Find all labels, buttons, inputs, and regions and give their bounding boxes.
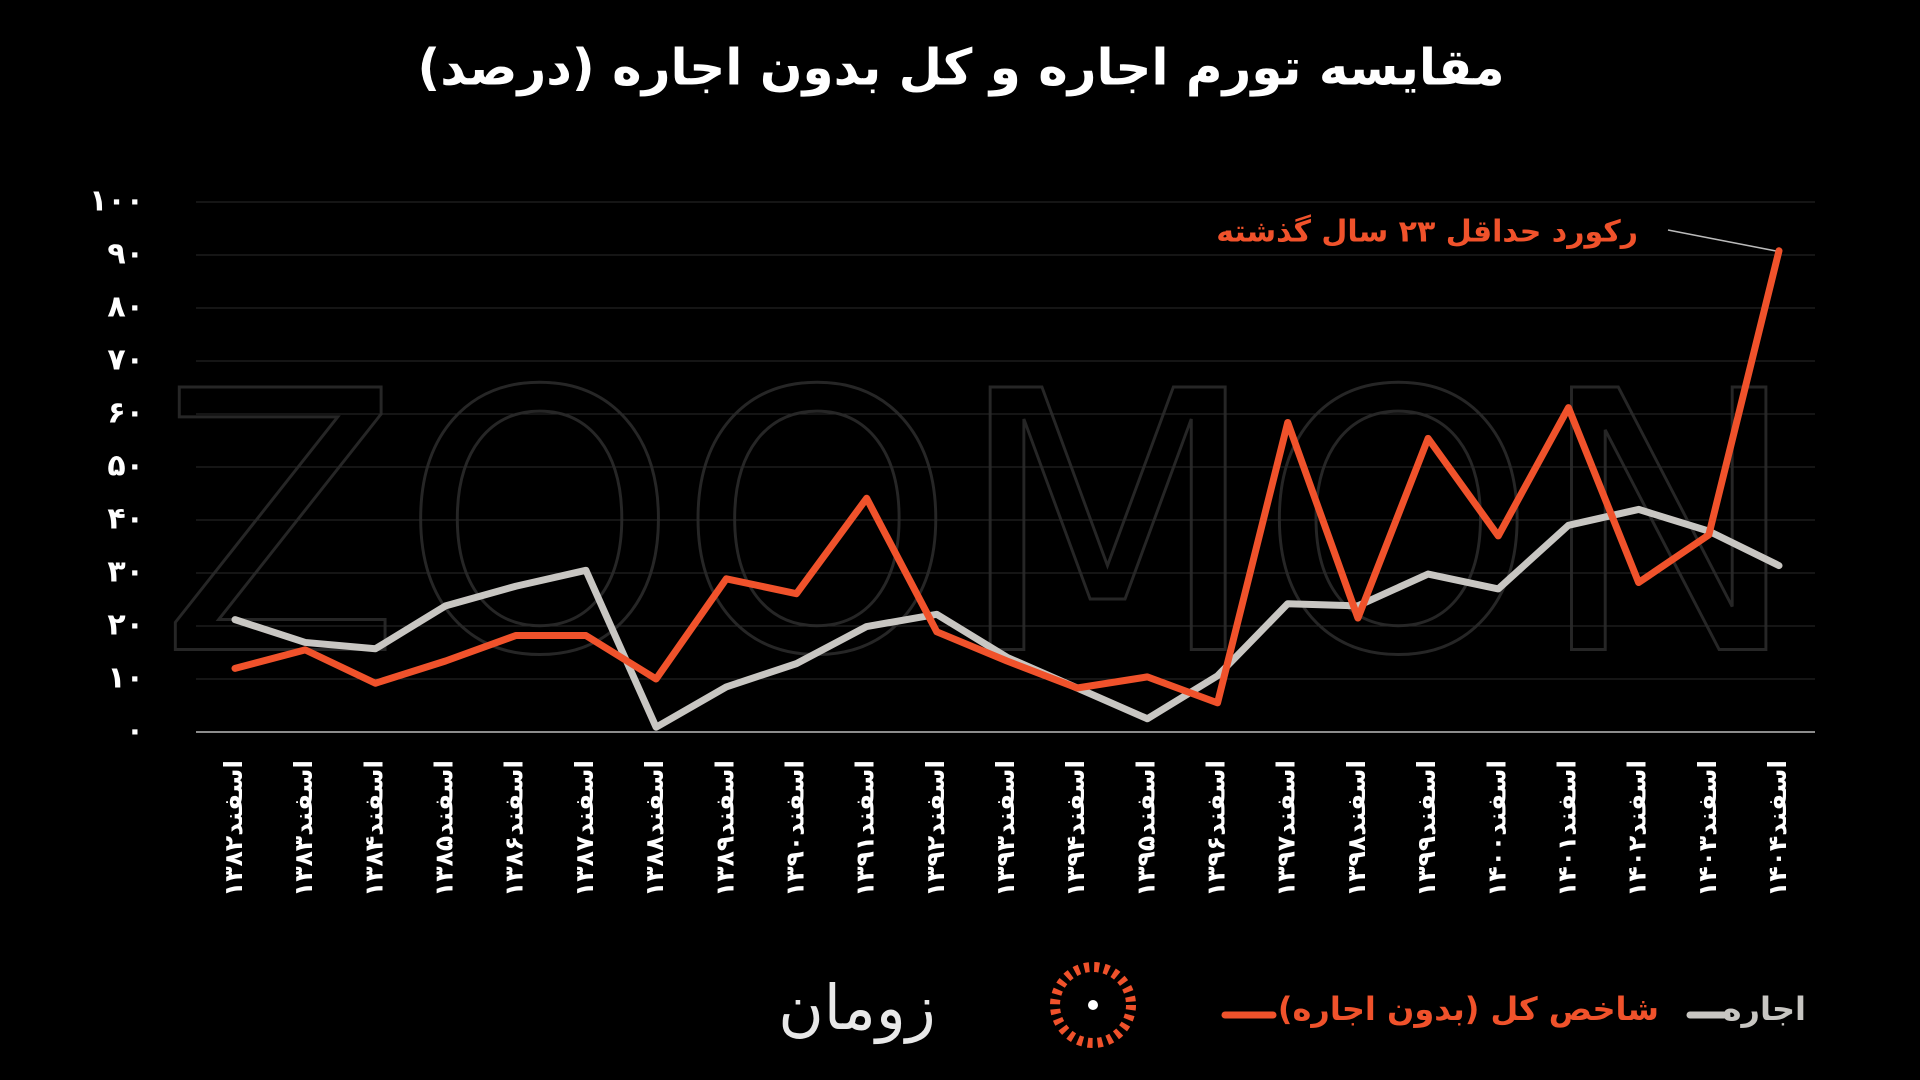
x-tick-label: اسفند۱۳۹۱ [851,760,880,897]
y-tick-label: ۷۰ [107,343,144,378]
x-tick-label: اسفند۱۳۹۲ [921,760,950,897]
y-tick-label: ۶۰ [107,396,144,431]
x-tick-label: اسفند۱۴۰۲ [1623,760,1652,897]
x-tick-label: اسفند۱۳۹۶ [1202,760,1231,897]
y-tick-label: ۳۰ [107,555,144,590]
x-tick-label: اسفند۱۳۸۹ [710,760,739,897]
legend-label: شاخص کل (بدون اجاره) [1278,990,1659,1028]
x-tick-label: اسفند۱۳۸۳ [289,760,318,897]
y-tick-label: ۲۰ [107,608,144,643]
x-tick-label: اسفند۱۳۸۸ [640,760,669,897]
series-line [231,247,1783,707]
x-tick-label: اسفند۱۴۰۴ [1763,760,1792,897]
y-tick-label: ۵۰ [107,449,144,484]
chart-title: مقایسه تورم اجاره و کل بدون اجاره (درصد) [417,39,1504,98]
annotation-leader [1667,229,1777,252]
x-tick-label: اسفند۱۳۹۴ [1061,760,1090,897]
x-tick-label: اسفند۱۳۹۰ [780,760,809,897]
x-tick-label: اسفند۱۳۸۶ [500,760,529,897]
annotation: رکورد حداقل ۲۳ سال گذشته [1216,214,1638,250]
x-tick-label: اسفند۱۴۰۱ [1552,760,1581,897]
logo-dot [1088,1000,1098,1010]
x-tick-label: اسفند۱۳۸۲ [219,760,248,897]
x-tick-label: اسفند۱۴۰۳ [1693,760,1722,897]
x-tick-label: اسفند۱۳۸۷ [570,760,599,897]
y-tick-label: ۴۰ [107,502,144,537]
y-tick-label: ۰ [126,714,144,749]
brand-name: زومان [778,971,936,1044]
x-tick-label: اسفند۱۳۹۳ [991,760,1020,897]
x-tick-label: اسفند۱۳۹۸ [1342,760,1371,897]
x-tick-label: اسفند۱۴۰۰ [1482,760,1511,897]
logo-icon [1050,962,1136,1048]
y-tick-label: ۸۰ [107,290,144,325]
x-tick-label: اسفند۱۳۹۷ [1272,760,1301,897]
y-tick-label: ۱۰ [107,661,144,696]
x-tick-label: اسفند۱۳۹۹ [1412,760,1441,897]
x-tick-label: اسفند۱۳۸۵ [430,760,459,897]
y-tick-label: ۱۰۰ [89,184,144,219]
y-tick-label: ۹۰ [107,237,144,272]
x-tick-label: اسفند۱۳۹۵ [1131,760,1160,897]
brand-logo: زومان [778,962,1136,1048]
x-tick-label: اسفند۱۳۸۴ [359,760,388,897]
legend-label: اجاره [1723,990,1806,1028]
